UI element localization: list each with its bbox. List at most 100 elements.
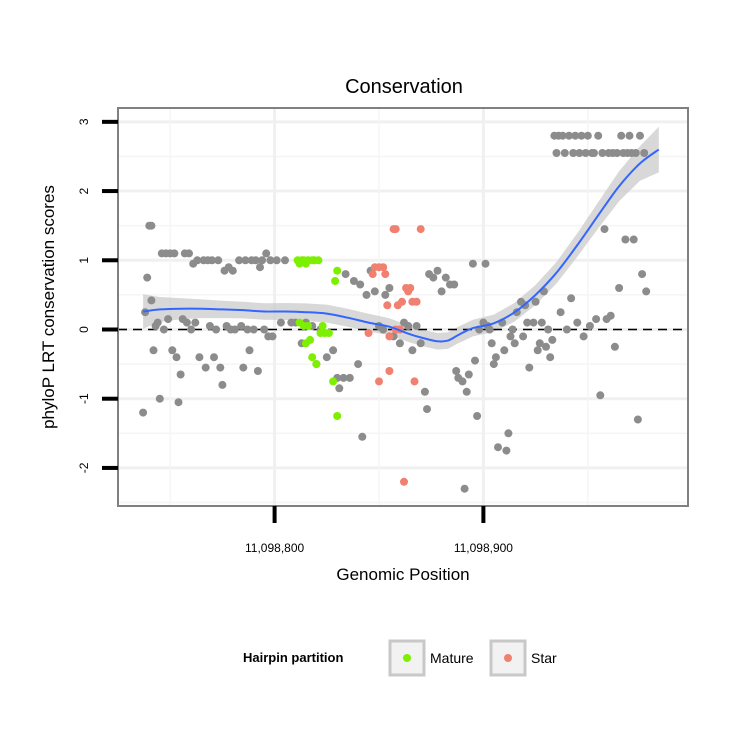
star-point-23 [364, 329, 373, 337]
other-point-122 [491, 353, 500, 362]
other-point-148 [552, 149, 561, 157]
other-point-188 [636, 131, 644, 140]
other-point-119 [485, 325, 494, 334]
other-point-2 [143, 273, 152, 282]
other-point-60 [266, 256, 275, 265]
series-mature [293, 256, 342, 420]
other-point-112 [468, 259, 477, 268]
other-point-57 [260, 325, 269, 334]
other-point-50 [245, 346, 254, 355]
y-axis: -2 -1 0 1 2 3 [77, 118, 118, 473]
other-point-58 [262, 249, 271, 258]
other-point-11 [159, 325, 168, 334]
other-point-158 [573, 318, 582, 327]
mature-point-19 [324, 329, 333, 337]
other-point-125 [500, 346, 509, 355]
other-point-62 [272, 256, 281, 265]
other-point-106 [452, 367, 461, 375]
series-star [364, 225, 425, 486]
other-point-143 [542, 342, 550, 351]
other-point-88 [381, 290, 390, 299]
star-point-17 [416, 225, 425, 234]
legend-label-star: Star [531, 650, 557, 666]
other-point-120 [487, 339, 496, 348]
mature-point-23 [331, 277, 340, 285]
other-point-47 [239, 363, 248, 372]
other-point-34 [210, 353, 218, 362]
star-point-4 [383, 301, 392, 310]
mature-point-13 [306, 335, 315, 344]
mature-point-17 [318, 322, 327, 330]
y-tick-label-5: 3 [77, 118, 91, 125]
other-point-83 [362, 290, 371, 299]
other-point-190 [640, 149, 649, 157]
star-point-22 [381, 270, 390, 279]
other-point-56 [258, 256, 267, 265]
star-point-18 [385, 332, 394, 341]
star-point-0 [368, 270, 377, 279]
other-point-16 [170, 249, 179, 258]
other-point-111 [464, 370, 473, 379]
other-point-102 [437, 287, 446, 296]
other-point-95 [412, 322, 421, 330]
other-point-177 [613, 149, 621, 157]
other-point-151 [558, 131, 567, 140]
other-point-44 [230, 325, 239, 334]
other-point-110 [462, 387, 471, 396]
other-point-45 [235, 256, 244, 265]
other-point-19 [176, 370, 185, 379]
legend-label-mature: Mature [430, 650, 474, 666]
legend-swatch-mature [403, 654, 411, 662]
other-point-114 [473, 412, 482, 420]
other-point-17 [172, 353, 181, 362]
other-point-146 [548, 335, 557, 344]
star-point-10 [398, 297, 406, 306]
other-point-135 [523, 318, 532, 327]
other-point-157 [571, 131, 580, 140]
other-point-121 [489, 360, 498, 369]
other-point-77 [341, 270, 350, 279]
mature-point-15 [312, 360, 321, 369]
other-point-167 [592, 315, 601, 324]
legend-title: Hairpin partition [243, 650, 343, 665]
other-point-133 [519, 332, 528, 341]
other-point-13 [164, 315, 173, 324]
other-point-127 [504, 429, 513, 438]
other-point-82 [358, 432, 367, 441]
other-point-55 [256, 263, 264, 272]
x-tick-label-1: 11,098,900 [454, 541, 513, 555]
other-point-154 [565, 131, 573, 140]
other-point-72 [322, 353, 331, 362]
y-tick-label-0: -2 [77, 462, 91, 473]
y-tick-label-3: 1 [77, 257, 91, 264]
other-point-18 [174, 398, 183, 407]
other-point-160 [577, 131, 586, 140]
other-point-123 [494, 443, 502, 452]
other-point-48 [241, 256, 250, 265]
star-point-15 [410, 377, 419, 386]
other-point-140 [535, 339, 544, 348]
other-point-105 [450, 280, 459, 289]
other-point-97 [420, 387, 429, 396]
other-point-64 [281, 256, 289, 265]
other-point-87 [379, 325, 388, 334]
other-point-181 [621, 235, 630, 244]
other-point-78 [345, 373, 354, 382]
other-point-37 [216, 363, 225, 372]
chart-title: Conservation [345, 76, 463, 98]
other-point-108 [458, 377, 467, 386]
y-axis-label: phyloP LRT conservation scores [39, 185, 58, 429]
star-point-20 [400, 477, 408, 486]
other-point-75 [335, 384, 344, 393]
legend-item-mature: Mature [388, 639, 474, 677]
other-point-4 [147, 221, 156, 230]
other-point-27 [193, 256, 202, 265]
star-point-7 [391, 225, 400, 234]
other-point-145 [546, 353, 555, 362]
x-axis: 11,098,800 11,098,900 [245, 506, 513, 555]
y-tick-label-2: 0 [77, 326, 91, 333]
other-point-129 [508, 325, 517, 334]
other-point-35 [212, 325, 221, 334]
star-point-3 [379, 263, 388, 272]
